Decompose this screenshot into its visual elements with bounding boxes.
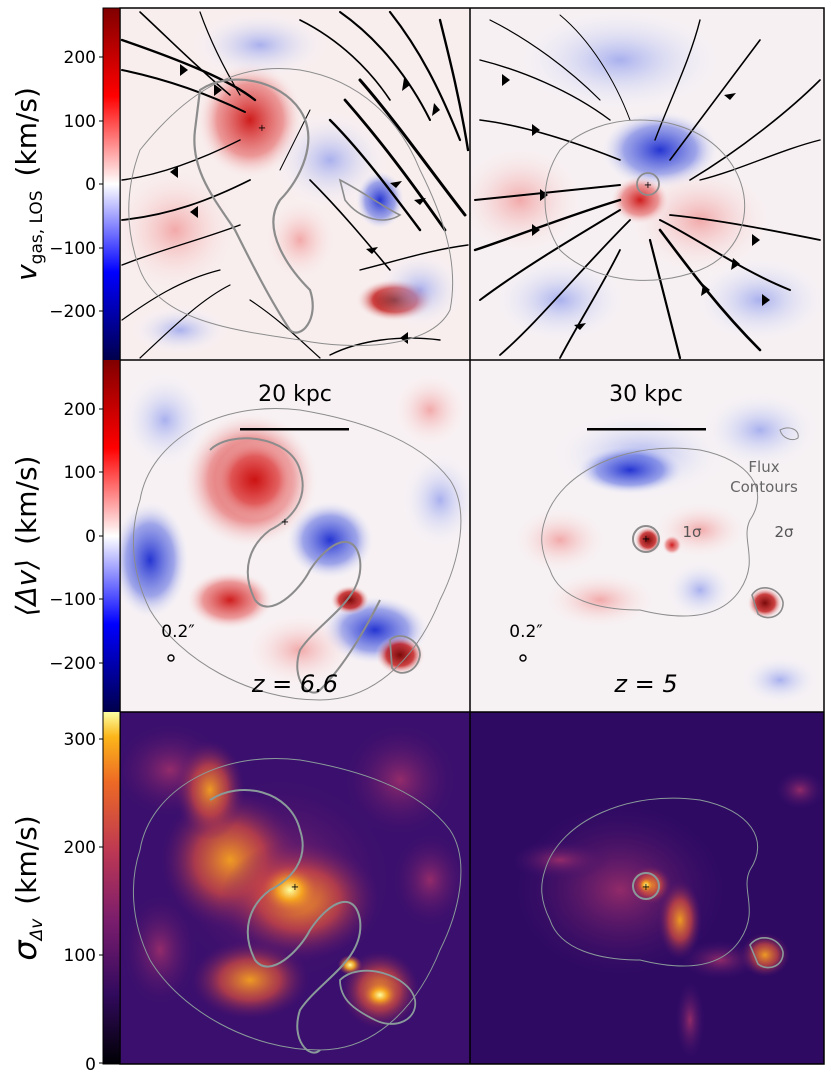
tick-label: 200 bbox=[64, 838, 96, 858]
ylabel-unit: (km/s) bbox=[10, 87, 43, 176]
center-cross-icon: + bbox=[258, 123, 266, 134]
flux-label-line2: Contours bbox=[730, 478, 798, 496]
svg-text:vgas, LOS(km/s): vgas, LOS (km/s) bbox=[10, 87, 47, 281]
colorbar-ticks bbox=[99, 56, 103, 1064]
tick-label: 0 bbox=[85, 1055, 96, 1074]
redshift-label-right: z = 5 bbox=[613, 670, 677, 698]
center-cross-icon: + bbox=[642, 534, 650, 545]
tick-label: 0 bbox=[85, 527, 96, 547]
tick-label: 200 bbox=[64, 400, 96, 420]
beam-label-right: 0.2″ bbox=[509, 622, 542, 642]
panel-dv-left: + bbox=[120, 360, 470, 712]
redshift-label-left: z = 6.6 bbox=[251, 670, 338, 698]
colorbar-vgas bbox=[103, 8, 120, 360]
sigma1-label: 1σ bbox=[682, 523, 702, 541]
scale-label-left: 20 kpc bbox=[258, 382, 332, 407]
scale-bar-left bbox=[240, 428, 349, 431]
ylabel-unit: (km/s) bbox=[10, 815, 43, 904]
tick-label: −200 bbox=[49, 654, 96, 674]
center-cross-icon: + bbox=[281, 517, 289, 528]
panel-sigma-left: + bbox=[120, 712, 470, 1064]
tick-label: 0 bbox=[85, 175, 96, 195]
flux-label-line1: Flux bbox=[748, 458, 779, 476]
tick-label: 100 bbox=[64, 112, 96, 132]
center-cross-icon: + bbox=[291, 882, 299, 893]
beam-right bbox=[519, 654, 527, 662]
colorbar-sigma bbox=[103, 712, 120, 1064]
tick-label: 100 bbox=[64, 463, 96, 483]
tick-label: −100 bbox=[49, 239, 96, 259]
sigma2-label: 2σ bbox=[774, 523, 794, 541]
ylabel-sigma: σΔv (km/s) bbox=[6, 815, 47, 960]
ylabel-main: ⟨Δv⟩ bbox=[10, 559, 43, 617]
center-cross-icon: + bbox=[642, 882, 650, 893]
panel-sigma-right: + bbox=[470, 712, 824, 1064]
beam-label-left: 0.2″ bbox=[161, 622, 194, 642]
tick-label: 100 bbox=[64, 946, 96, 966]
center-cross-icon: + bbox=[644, 180, 652, 191]
ylabel-sub: gas, LOS bbox=[27, 190, 47, 264]
ylabel-sub: Δv bbox=[27, 918, 47, 943]
ylabel-vgas: vgas, LOS (km/s) bbox=[10, 87, 47, 281]
tick-label: 300 bbox=[64, 730, 96, 750]
svg-text:σΔv(km/s): σΔv (km/s) bbox=[6, 815, 47, 960]
svg-text:⟨Δv⟩(km/s): ⟨Δv⟩ (km/s) bbox=[10, 456, 43, 617]
colorbar-dv bbox=[103, 360, 120, 712]
panel-dv-right: + bbox=[470, 360, 824, 712]
tick-label: −200 bbox=[49, 302, 96, 322]
scale-bar-right bbox=[587, 428, 706, 431]
tick-labels: 200 100 0 −100 −200 200 100 0 −100 −200 … bbox=[49, 48, 96, 1074]
ylabel-unit: (km/s) bbox=[10, 456, 43, 545]
panel-vgas-right: + bbox=[470, 8, 824, 360]
scale-label-right: 30 kpc bbox=[609, 382, 683, 407]
tick-label: −100 bbox=[49, 590, 96, 610]
beam-left bbox=[167, 654, 175, 662]
ylabel-dv: ⟨Δv⟩ (km/s) bbox=[10, 456, 43, 617]
panel-vgas-left: + bbox=[120, 8, 470, 360]
ylabel-main: v bbox=[10, 264, 43, 281]
tick-label: 200 bbox=[64, 48, 96, 68]
ylabel-main: σ bbox=[6, 939, 44, 961]
